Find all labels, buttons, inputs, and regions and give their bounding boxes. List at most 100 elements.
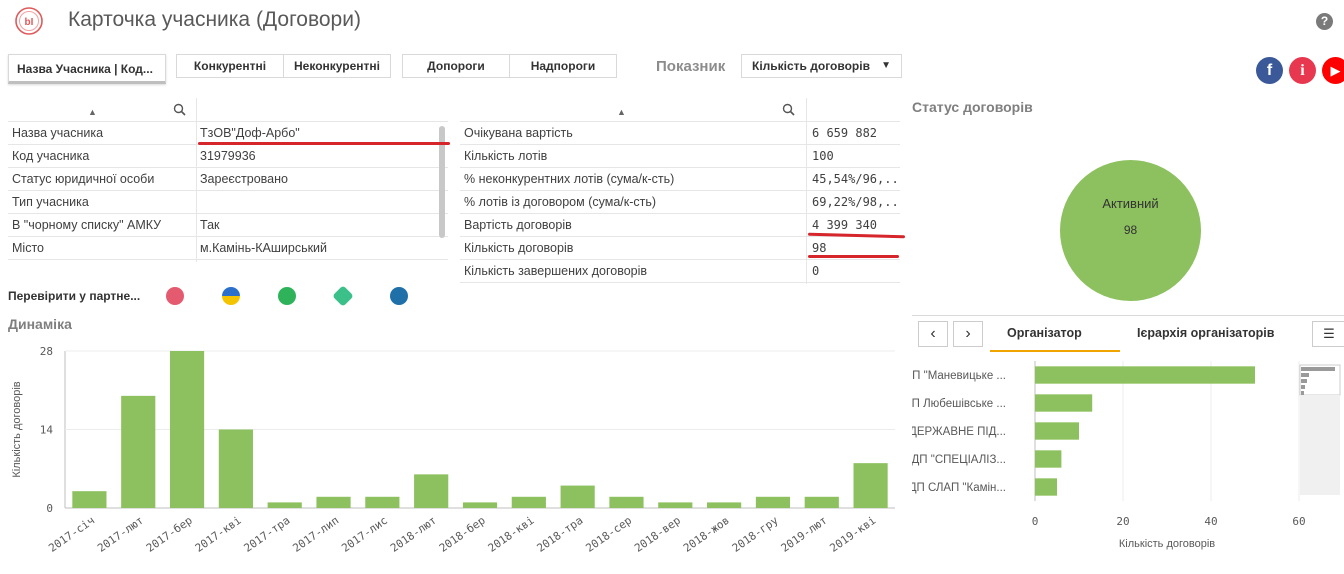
row-label: % лотів із договором (сума/к-сть) xyxy=(464,195,657,209)
x-tick-label: 2018-жов xyxy=(681,514,732,555)
chart-overview-track[interactable] xyxy=(1300,395,1340,495)
table-row[interactable]: Вартість договорів 4 399 340 xyxy=(460,214,900,237)
participant-selector[interactable]: Назва Учасника | Код... xyxy=(8,54,166,84)
table-row[interactable]: Кількість завершених договорів 0 xyxy=(460,260,900,283)
bar[interactable] xyxy=(804,496,839,508)
opendatabot-icon[interactable] xyxy=(166,287,184,305)
help-icon[interactable]: ? xyxy=(1316,13,1333,30)
tab-hierarchy[interactable]: Ієрархія організаторів xyxy=(1137,326,1275,340)
x-axis-title: Кількість договорів xyxy=(1119,538,1215,550)
row-label: Тип учасника xyxy=(12,195,89,209)
filter-below-threshold-button[interactable]: Допороги xyxy=(402,54,510,78)
youtube-icon[interactable]: ▶ xyxy=(1322,57,1344,84)
indicator-dropdown[interactable]: Кількість договорів ▼ xyxy=(741,54,902,78)
table-row[interactable]: % неконкурентних лотів (сума/к-сть) 45,54… xyxy=(460,168,900,191)
bar[interactable] xyxy=(755,496,791,508)
y-tick-label: 28 xyxy=(40,345,53,358)
filter-competitive-button[interactable]: Конкурентні xyxy=(176,54,284,78)
bar[interactable] xyxy=(853,463,888,508)
row-value: 31979936 xyxy=(200,149,256,163)
row-label: Назва учасника xyxy=(12,126,104,140)
tab-organizer[interactable]: Організатор xyxy=(1007,326,1082,340)
app-logo-icon: bI xyxy=(15,7,43,35)
status-pie-slice[interactable] xyxy=(1060,160,1201,301)
bar[interactable] xyxy=(707,502,742,508)
row-label: Очікувана вартість xyxy=(464,126,573,140)
scrollbar[interactable] xyxy=(439,126,445,238)
x-tick-label: 2017-лют xyxy=(95,514,146,555)
table-header: ▲ xyxy=(460,98,900,122)
x-tick-label: 2018-лют xyxy=(388,514,439,555)
y-tick-label: ДП "СПЕЦІАЛІЗ... xyxy=(912,454,1006,466)
table-row[interactable]: Назва учасника ТзОВ"Доф-Арбо" xyxy=(8,122,448,145)
table-row[interactable]: Тип учасника xyxy=(8,191,448,214)
y-tick-label: 0 xyxy=(46,502,53,515)
green-circle-icon[interactable] xyxy=(278,287,296,305)
x-tick-label: 2017-бер xyxy=(144,514,195,555)
bar[interactable] xyxy=(414,474,449,508)
bar[interactable] xyxy=(1035,394,1093,412)
table-row[interactable]: % лотів із договором (сума/к-сть) 69,22%/… xyxy=(460,191,900,214)
x-tick-label: 2017-лип xyxy=(290,514,341,555)
x-tick-label: 2018-вер xyxy=(632,514,683,555)
bar[interactable] xyxy=(560,485,595,508)
row-value: 69,22%/98,... xyxy=(812,195,900,209)
bar[interactable] xyxy=(511,496,546,508)
bar[interactable] xyxy=(658,502,693,508)
bar[interactable] xyxy=(72,491,107,508)
bar[interactable] xyxy=(609,496,644,508)
row-value: 6 659 882 xyxy=(812,126,878,140)
x-tick-label: 2019-кві xyxy=(827,514,878,555)
bar[interactable] xyxy=(1035,366,1255,384)
participant-table: ▲ Назва учасника ТзОВ"Доф-Арбо" Код учасн… xyxy=(8,98,448,262)
row-label: В "чорному списку" АМКУ xyxy=(12,218,162,232)
row-label: Кількість завершених договорів xyxy=(464,264,648,278)
row-value: м.Камінь-КАширський xyxy=(200,241,328,255)
search-icon[interactable] xyxy=(173,103,186,116)
table-header: ▲ xyxy=(8,98,448,122)
y-axis-title: Кількість договорів xyxy=(11,381,23,477)
row-value: 4 399 340 xyxy=(812,218,878,232)
next-arrow-icon[interactable]: › xyxy=(953,321,983,347)
bar[interactable] xyxy=(316,496,351,508)
x-tick-label: 40 xyxy=(1204,515,1217,528)
check-partners-label: Перевірити у партне... xyxy=(8,289,141,303)
x-tick-label: 2017-січ xyxy=(46,514,97,555)
filter-noncompetitive-button[interactable]: Неконкурентні xyxy=(283,54,391,78)
table-row[interactable]: Очікувана вартість 6 659 882 xyxy=(460,122,900,145)
x-tick-label: 2017-лис xyxy=(339,514,390,555)
search-icon[interactable] xyxy=(782,103,795,116)
table-row[interactable]: Статус юридичної особи Зареєстровано xyxy=(8,168,448,191)
table-row[interactable]: Код учасника 31979936 xyxy=(8,145,448,168)
info-icon[interactable]: i xyxy=(1289,57,1316,84)
table-row[interactable]: В "чорному списку" АМКУ Так xyxy=(8,214,448,237)
bar[interactable] xyxy=(1035,478,1057,496)
table-row[interactable]: Місто м.Камінь-КАширський xyxy=(8,237,448,260)
filter-above-threshold-button[interactable]: Надпороги xyxy=(509,54,617,78)
bar[interactable] xyxy=(462,502,498,508)
facebook-icon[interactable]: f xyxy=(1256,57,1283,84)
list-menu-icon[interactable]: ☰ xyxy=(1312,321,1344,347)
overview-bar xyxy=(1301,391,1304,395)
status-pie-value: 98 xyxy=(1123,223,1138,237)
prev-arrow-icon[interactable]: ‹ xyxy=(918,321,948,347)
sort-asc-icon[interactable]: ▲ xyxy=(617,107,626,117)
bar[interactable] xyxy=(365,496,400,508)
bar[interactable] xyxy=(218,429,253,509)
overview-bar xyxy=(1301,379,1307,383)
bar[interactable] xyxy=(169,351,205,508)
bar[interactable] xyxy=(1035,450,1062,468)
table-row[interactable]: Кількість лотів 100 xyxy=(460,145,900,168)
bar[interactable] xyxy=(121,395,156,508)
indicator-label: Показник xyxy=(656,58,726,75)
sort-asc-icon[interactable]: ▲ xyxy=(88,107,97,117)
bar[interactable] xyxy=(267,502,302,508)
table-row[interactable]: Кількість договорів 98 xyxy=(460,237,900,260)
qr-icon[interactable] xyxy=(332,285,354,307)
row-value: 98 xyxy=(812,241,827,255)
x-tick-label: 2017-кві xyxy=(193,514,244,555)
ukraine-icon[interactable] xyxy=(222,287,240,305)
highlight-underline xyxy=(808,255,899,258)
m-logo-icon[interactable] xyxy=(390,287,408,305)
bar[interactable] xyxy=(1035,422,1079,440)
